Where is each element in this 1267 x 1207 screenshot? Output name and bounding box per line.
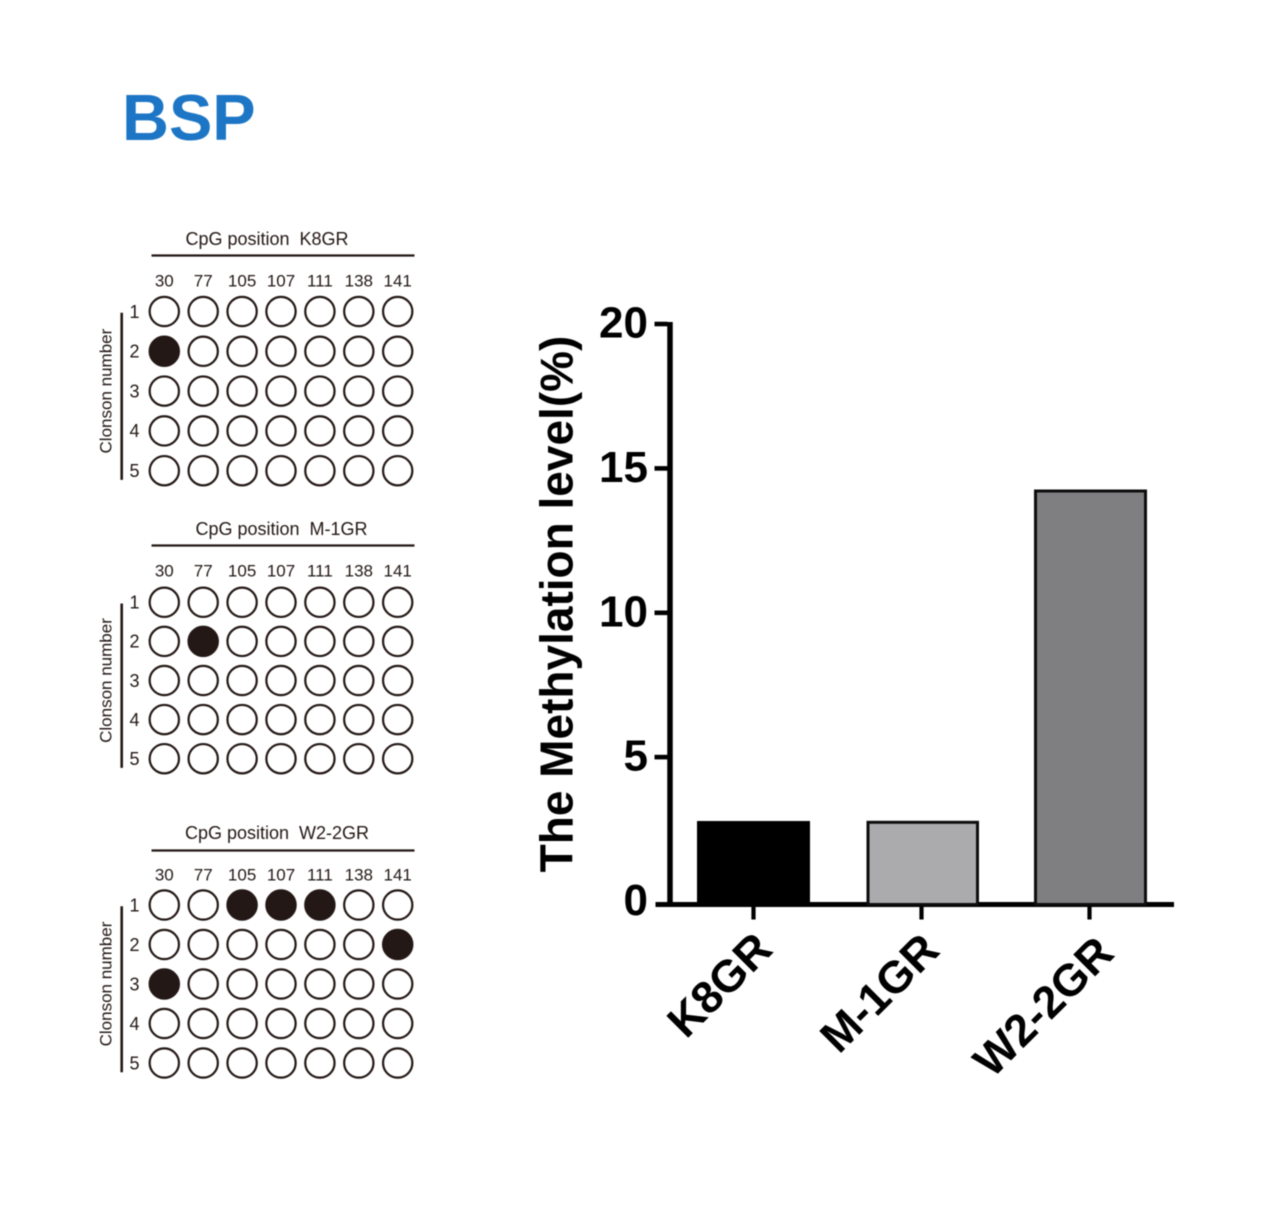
svg-text:138: 138: [345, 562, 373, 581]
svg-text:2: 2: [129, 342, 139, 362]
svg-text:Clonson number: Clonson number: [97, 618, 116, 743]
svg-text:4: 4: [129, 1014, 139, 1034]
svg-text:CpG position W2-2GR: CpG position W2-2GR: [185, 823, 369, 843]
svg-text:BSP: BSP: [122, 81, 256, 154]
svg-text:105: 105: [228, 866, 256, 885]
svg-text:141: 141: [384, 562, 412, 581]
svg-text:107: 107: [267, 272, 295, 291]
svg-text:0: 0: [624, 876, 648, 925]
svg-text:1: 1: [129, 895, 139, 915]
svg-text:1: 1: [129, 593, 139, 613]
svg-text:5: 5: [129, 1053, 139, 1073]
svg-text:30: 30: [155, 866, 174, 885]
svg-text:111: 111: [307, 562, 333, 581]
svg-text:Clonson number: Clonson number: [97, 921, 116, 1046]
svg-text:3: 3: [129, 381, 139, 401]
svg-text:107: 107: [267, 866, 295, 885]
svg-text:The Methylation level(%): The Methylation level(%): [531, 336, 583, 873]
svg-text:107: 107: [267, 562, 295, 581]
svg-text:141: 141: [384, 272, 412, 291]
svg-text:CpG position K8GR: CpG position K8GR: [185, 229, 348, 249]
svg-text:3: 3: [129, 974, 139, 994]
svg-text:1: 1: [129, 302, 139, 322]
svg-text:141: 141: [384, 866, 412, 885]
svg-text:5: 5: [624, 732, 648, 781]
svg-text:105: 105: [228, 272, 256, 291]
svg-text:20: 20: [599, 299, 648, 348]
svg-text:2: 2: [129, 935, 139, 955]
svg-text:Clonson number: Clonson number: [97, 328, 116, 453]
svg-text:M-1GR: M-1GR: [810, 924, 949, 1063]
svg-text:4: 4: [129, 421, 139, 441]
svg-text:CpG position M-1GR: CpG position M-1GR: [195, 519, 367, 539]
svg-text:4: 4: [129, 710, 139, 730]
svg-text:2: 2: [129, 632, 139, 652]
svg-text:30: 30: [155, 272, 174, 291]
svg-text:105: 105: [228, 562, 256, 581]
svg-text:5: 5: [129, 749, 139, 769]
svg-text:77: 77: [194, 562, 213, 581]
svg-text:K8GR: K8GR: [657, 923, 781, 1047]
svg-text:15: 15: [599, 443, 648, 492]
svg-text:30: 30: [155, 562, 174, 581]
svg-text:5: 5: [129, 461, 139, 481]
svg-text:77: 77: [194, 866, 213, 885]
svg-text:W2-2GR: W2-2GR: [963, 927, 1123, 1087]
svg-text:111: 111: [307, 866, 333, 885]
svg-text:3: 3: [129, 671, 139, 691]
svg-text:77: 77: [194, 272, 213, 291]
svg-text:10: 10: [599, 587, 648, 636]
svg-text:111: 111: [307, 272, 333, 291]
svg-text:138: 138: [345, 866, 373, 885]
svg-text:138: 138: [345, 272, 373, 291]
